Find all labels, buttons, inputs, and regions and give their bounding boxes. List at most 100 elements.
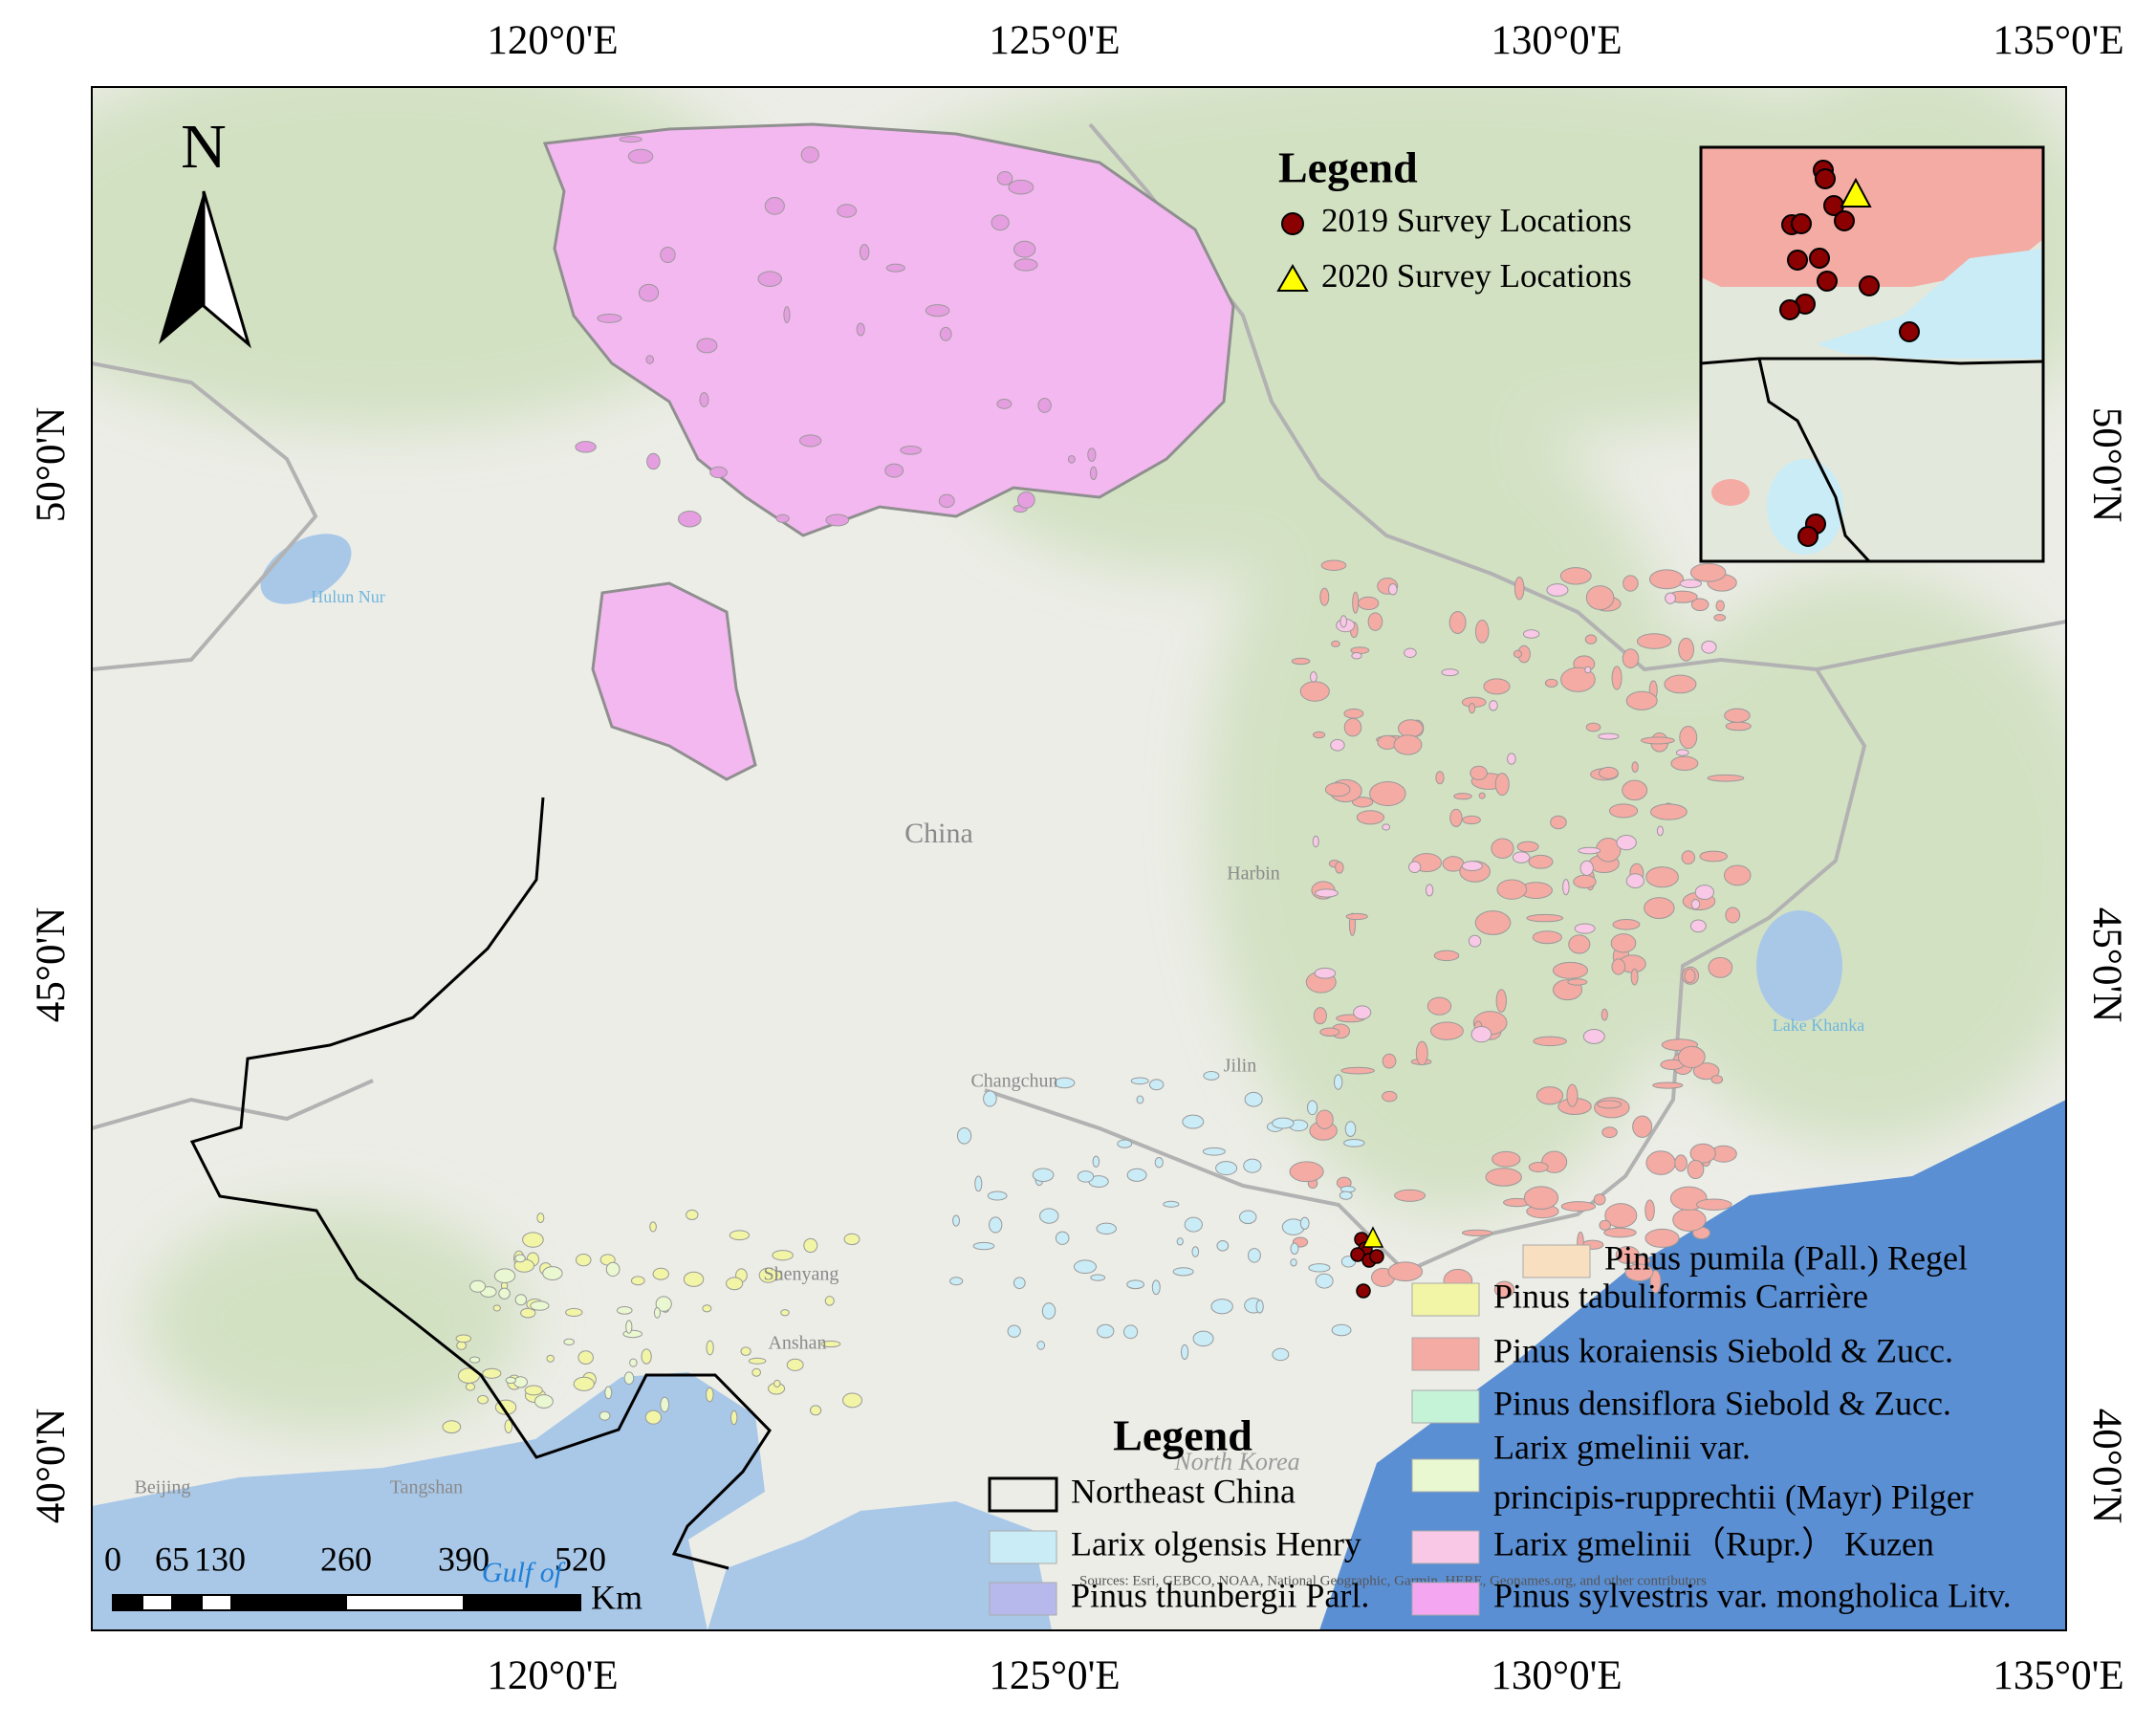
patch bbox=[1151, 1279, 1161, 1296]
patch bbox=[1611, 958, 1626, 975]
patch bbox=[825, 513, 850, 527]
patch bbox=[1670, 755, 1699, 772]
patch bbox=[1335, 861, 1344, 874]
patch bbox=[455, 1334, 472, 1344]
patch bbox=[573, 1376, 595, 1391]
lon-label: 120°0'E bbox=[487, 18, 618, 63]
patch bbox=[1330, 738, 1345, 752]
patch bbox=[530, 1300, 550, 1311]
patch bbox=[1645, 866, 1679, 888]
scale-segment bbox=[345, 1594, 465, 1611]
patch bbox=[1291, 657, 1311, 666]
scale-label: 260 bbox=[320, 1540, 372, 1578]
patch bbox=[1393, 734, 1423, 755]
patch bbox=[1601, 1126, 1618, 1139]
patch bbox=[597, 313, 622, 323]
legend-label: Larix gmelinii var. bbox=[1493, 1428, 1751, 1466]
patch bbox=[1353, 1005, 1372, 1020]
lat-label: 50°0'N bbox=[2084, 407, 2129, 523]
patch bbox=[1426, 996, 1452, 1016]
patch bbox=[1624, 1263, 1654, 1282]
patch bbox=[1408, 861, 1422, 874]
legend-title: Legend bbox=[1113, 1411, 1252, 1460]
patch bbox=[1340, 1066, 1375, 1075]
scale-segment bbox=[230, 1594, 347, 1611]
patch bbox=[1351, 651, 1362, 660]
patch bbox=[1387, 1261, 1424, 1282]
patch bbox=[1690, 899, 1701, 910]
patch bbox=[1243, 1158, 1262, 1173]
patch bbox=[1532, 930, 1562, 945]
patch bbox=[1299, 681, 1330, 702]
legend-label: 2020 Survey Locations bbox=[1321, 257, 1632, 295]
patch bbox=[1644, 1199, 1655, 1222]
inset-point bbox=[1834, 210, 1855, 231]
inset-map bbox=[1699, 145, 2045, 563]
patch bbox=[1425, 884, 1434, 897]
legend-marker bbox=[1276, 263, 1309, 292]
patch bbox=[810, 1405, 822, 1416]
patch bbox=[1611, 666, 1622, 690]
patch bbox=[1247, 1248, 1261, 1263]
legend-swatch bbox=[1411, 1389, 1480, 1424]
patch bbox=[939, 326, 952, 341]
survey-point bbox=[1356, 1283, 1371, 1299]
patch bbox=[604, 1386, 613, 1400]
patch bbox=[786, 1358, 804, 1371]
patch bbox=[1289, 1161, 1324, 1183]
patch bbox=[1725, 721, 1752, 732]
patch bbox=[820, 1340, 841, 1348]
patch bbox=[1398, 719, 1424, 738]
patch bbox=[1331, 640, 1340, 647]
patch bbox=[1314, 967, 1337, 979]
patch bbox=[1562, 879, 1570, 896]
patch bbox=[1675, 749, 1689, 756]
patch bbox=[1441, 668, 1459, 677]
patch bbox=[623, 1371, 635, 1386]
legend-swatch bbox=[1411, 1337, 1480, 1371]
patch bbox=[1645, 1150, 1676, 1175]
patch bbox=[1290, 1242, 1299, 1255]
patch bbox=[1339, 1191, 1353, 1200]
patch bbox=[702, 1304, 712, 1313]
patch bbox=[1435, 771, 1445, 785]
patch bbox=[1552, 961, 1588, 979]
patch bbox=[1369, 780, 1406, 807]
patch bbox=[660, 246, 676, 264]
inset-point bbox=[1791, 213, 1812, 234]
place-label: Tangshan bbox=[390, 1477, 463, 1498]
patch bbox=[1692, 1062, 1720, 1081]
patch bbox=[1625, 873, 1644, 889]
legend-label: Pinus pumila (Pall.) Regel bbox=[1604, 1238, 1968, 1277]
north-arrow: N bbox=[159, 112, 251, 349]
patch bbox=[773, 1379, 781, 1387]
patch bbox=[1290, 1258, 1297, 1267]
patch bbox=[1690, 598, 1710, 612]
scale-segment bbox=[171, 1594, 203, 1611]
patch bbox=[1176, 1237, 1184, 1246]
patch bbox=[542, 1266, 563, 1280]
patch bbox=[772, 1250, 794, 1261]
patch bbox=[513, 1376, 528, 1388]
patch bbox=[1319, 1027, 1340, 1037]
inset-point bbox=[1797, 526, 1818, 547]
patch bbox=[1710, 1075, 1724, 1084]
patch bbox=[1315, 888, 1339, 898]
patch bbox=[1622, 575, 1639, 592]
patch bbox=[1506, 753, 1516, 765]
place-label: Beijing bbox=[135, 1477, 191, 1498]
lat-label: 45°0'N bbox=[29, 907, 74, 1023]
patch bbox=[1573, 874, 1597, 889]
patch bbox=[678, 510, 702, 528]
survey-point bbox=[1350, 1247, 1365, 1262]
patch bbox=[1631, 761, 1639, 773]
patch bbox=[729, 1230, 751, 1241]
patch bbox=[1674, 1154, 1688, 1172]
lon-label: 125°0'E bbox=[989, 18, 1120, 63]
patch bbox=[1462, 815, 1481, 825]
patch bbox=[1331, 1323, 1352, 1337]
patch bbox=[649, 1221, 657, 1233]
patch bbox=[859, 244, 870, 261]
patch bbox=[1449, 808, 1463, 828]
